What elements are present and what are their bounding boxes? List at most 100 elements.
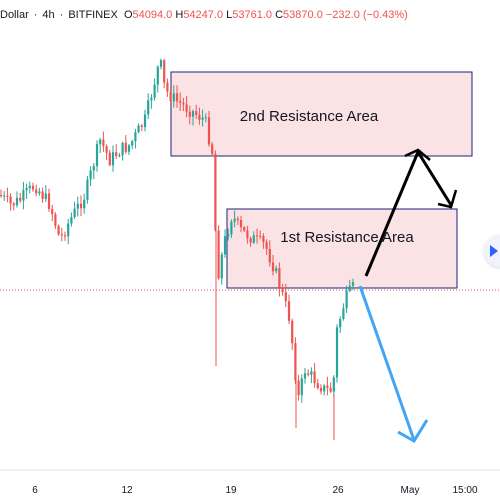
candle-body — [207, 117, 211, 145]
candle-body — [249, 238, 252, 243]
candle-body — [57, 226, 60, 235]
resistance-zone — [226, 208, 458, 289]
candle-body — [268, 248, 271, 263]
candle-body — [115, 152, 118, 157]
candle-body — [83, 199, 86, 209]
candle-body — [67, 223, 70, 237]
exchange-label: BITFINEX — [68, 9, 118, 21]
candle-body — [182, 102, 185, 105]
candle-body — [284, 292, 287, 302]
candle-body — [163, 60, 166, 83]
candle-body — [105, 146, 108, 153]
candle-body — [175, 93, 179, 102]
resistance-zone-label: 1st Resistance Area — [280, 229, 414, 246]
candle-body — [156, 66, 159, 85]
candle-body — [351, 282, 355, 286]
candle-body — [28, 185, 31, 189]
candle-body — [44, 193, 47, 199]
candle-body — [3, 195, 6, 197]
candle-body — [291, 320, 294, 344]
candle-body — [236, 218, 239, 221]
x-tick-label: May — [401, 485, 420, 496]
candle-body — [73, 208, 76, 217]
x-tick-label: 19 — [225, 485, 237, 496]
candle-body — [319, 387, 323, 392]
close-label: C — [275, 9, 284, 21]
candle-body — [25, 188, 28, 191]
candle-body — [76, 203, 79, 209]
symbol-name[interactable]: Dollar — [0, 9, 29, 21]
candle-body — [307, 373, 310, 375]
candle-body — [143, 114, 147, 128]
candle-body — [246, 230, 249, 239]
candle-body — [150, 97, 153, 101]
candle-body — [60, 234, 63, 236]
candle-body — [287, 301, 291, 321]
candle-body — [19, 197, 22, 201]
projection-pullback-arrowhead — [437, 189, 458, 209]
candle-body — [54, 214, 57, 227]
interval-label[interactable]: 4h — [42, 9, 55, 21]
x-tick-label: 12 — [121, 485, 133, 496]
candle-body — [342, 308, 345, 319]
candle-body — [137, 125, 140, 133]
candle-body — [214, 153, 217, 231]
x-tick-label: 6 — [32, 485, 38, 496]
candle-body — [41, 191, 44, 199]
candle-body — [217, 230, 220, 279]
candle-body — [275, 268, 278, 272]
low-value: 53761.0 — [232, 9, 273, 21]
candle-body — [111, 152, 115, 166]
open-value: 54094.0 — [132, 9, 173, 21]
candle-body — [134, 132, 137, 142]
candle-body — [6, 195, 9, 197]
candle-body — [51, 209, 54, 215]
candle-body — [255, 235, 259, 237]
candle-body — [124, 142, 127, 152]
chart-header: Dollar · 4h · BITFINEX O54094.0 H54247.0 L53… — [0, 0, 500, 30]
candle-body — [127, 145, 131, 152]
candle-body — [348, 285, 351, 291]
candle-body — [185, 104, 188, 112]
candle-body — [259, 235, 262, 237]
candle-body — [188, 111, 191, 117]
candle-body — [227, 234, 230, 237]
resistance-zone-label: 2nd Resistance Area — [240, 108, 379, 125]
candle-body — [329, 387, 332, 392]
candle-body — [70, 216, 73, 224]
candle-body — [281, 287, 284, 293]
candle-body — [12, 203, 15, 206]
candle-body — [316, 383, 319, 388]
candle-body — [332, 377, 335, 392]
candle-body — [118, 155, 121, 157]
scroll-right-button[interactable] — [484, 235, 500, 267]
candle-body — [0, 195, 3, 196]
candle-body — [220, 254, 223, 279]
candle-body — [211, 144, 214, 154]
candle-body — [92, 166, 95, 171]
candle-body — [239, 220, 243, 228]
candle-body — [31, 185, 35, 190]
candle-body — [15, 197, 19, 206]
candle-body — [243, 227, 246, 231]
close-value: 53870.0 — [283, 9, 323, 21]
candle-body — [172, 93, 175, 102]
candle-body — [262, 236, 265, 243]
candle-body — [339, 318, 342, 328]
candle-body — [204, 117, 207, 119]
resistance-zone — [170, 71, 473, 157]
open-label: O — [123, 9, 133, 21]
candle-body — [89, 170, 92, 180]
candle-body — [153, 84, 156, 98]
candle-body — [147, 100, 150, 115]
candle-body — [121, 142, 124, 156]
candle-body — [195, 111, 198, 115]
candle-body — [102, 139, 105, 147]
candle-body — [201, 117, 204, 120]
candle-body — [335, 327, 339, 378]
candle-body — [159, 60, 163, 67]
candle-body — [108, 152, 111, 166]
change-value: −232.0 (−0.43%) — [325, 9, 408, 21]
candle-body — [323, 385, 326, 392]
